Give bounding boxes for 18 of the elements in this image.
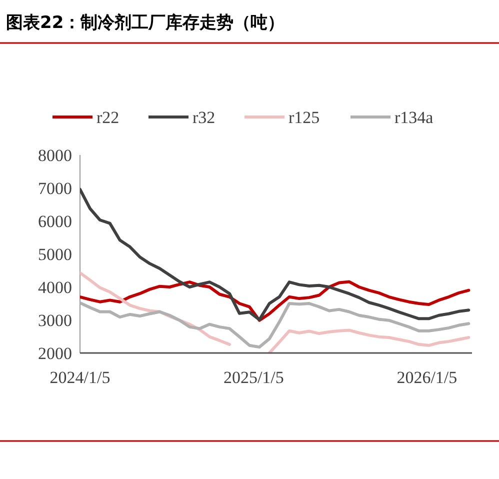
line-series xyxy=(80,301,470,349)
legend-label: r134a xyxy=(394,108,434,127)
y-tick-label: 2000 xyxy=(38,344,72,363)
y-tick-label: 3000 xyxy=(38,311,72,330)
legend-label: r22 xyxy=(96,108,120,127)
line-series xyxy=(80,188,470,322)
y-tick-label: 6000 xyxy=(38,212,72,231)
legend-label: r125 xyxy=(288,108,320,127)
chart-title: 图表22：制冷剂工厂库存走势（吨） xyxy=(6,13,285,33)
line-series xyxy=(80,280,470,322)
x-tick-label: 2024/1/5 xyxy=(50,368,110,387)
x-tick-label: 2026/1/5 xyxy=(396,368,458,387)
y-tick-label: 8000 xyxy=(38,146,72,165)
y-tick-label: 5000 xyxy=(38,245,72,264)
y-tick-label: 4000 xyxy=(38,278,72,297)
legend-label: r32 xyxy=(192,108,216,127)
x-tick-label: 2025/1/5 xyxy=(223,368,284,387)
y-tick-label: 7000 xyxy=(38,179,72,198)
